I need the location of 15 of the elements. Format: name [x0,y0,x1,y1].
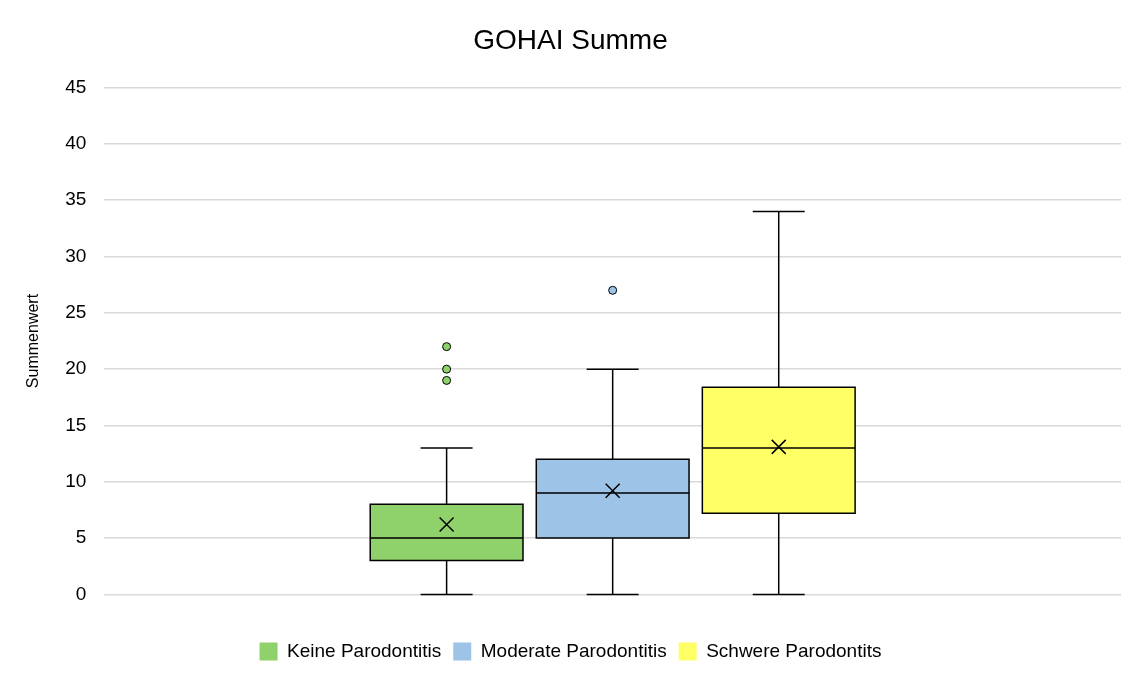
y-tick-label: 15 [65,413,87,435]
y-tick-label: 40 [65,132,87,154]
y-tick-label: 0 [75,582,87,604]
y-tick-label: 20 [65,357,87,379]
legend-label: Keine Parodontitis [287,639,442,661]
y-tick-label: 25 [65,301,87,323]
y-tick-label: 30 [65,244,87,266]
y-tick-label: 5 [75,526,87,548]
y-tick-label: 35 [65,188,87,210]
legend-label: Moderate Parodontitis [480,639,667,661]
y-tick-label: 10 [65,470,87,492]
y-axis-title: Summenwert [24,293,42,389]
legend-label: Schwere Parodontits [706,639,882,661]
y-tick-label: 45 [65,75,87,97]
chart-title: GOHAI Summe [473,23,668,55]
